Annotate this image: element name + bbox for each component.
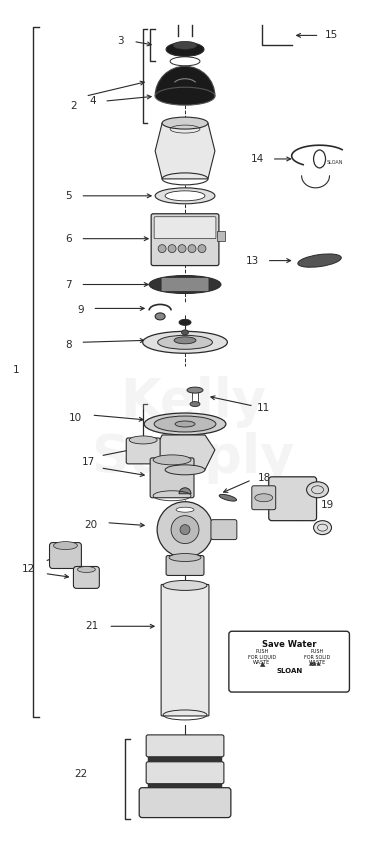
FancyBboxPatch shape (151, 213, 219, 265)
Text: 1: 1 (12, 366, 19, 375)
Text: 20: 20 (84, 519, 97, 530)
Text: SLOAN: SLOAN (277, 668, 303, 674)
Ellipse shape (155, 88, 215, 105)
Ellipse shape (77, 566, 95, 572)
Circle shape (180, 524, 190, 535)
Text: 5: 5 (65, 191, 72, 201)
Wedge shape (179, 488, 191, 494)
Ellipse shape (143, 332, 228, 354)
Text: 15: 15 (325, 31, 338, 41)
Text: 22: 22 (74, 768, 87, 779)
Ellipse shape (187, 387, 203, 393)
Ellipse shape (149, 275, 221, 293)
Ellipse shape (163, 581, 207, 591)
FancyBboxPatch shape (161, 278, 209, 292)
Text: 18: 18 (258, 473, 271, 483)
Text: PUSH
FOR SOLID
WASTE: PUSH FOR SOLID WASTE (305, 649, 330, 666)
Text: 6: 6 (65, 234, 72, 244)
FancyBboxPatch shape (146, 735, 224, 756)
Ellipse shape (219, 495, 236, 502)
Ellipse shape (166, 42, 204, 56)
Ellipse shape (182, 330, 188, 335)
FancyBboxPatch shape (150, 458, 194, 498)
Ellipse shape (169, 553, 201, 562)
Ellipse shape (190, 401, 200, 406)
Polygon shape (155, 435, 215, 470)
Text: 17: 17 (82, 456, 95, 467)
Text: 13: 13 (246, 256, 259, 265)
Text: 2: 2 (70, 101, 77, 111)
Ellipse shape (255, 494, 273, 502)
FancyBboxPatch shape (154, 217, 216, 239)
Circle shape (178, 245, 186, 252)
FancyBboxPatch shape (229, 632, 349, 692)
Ellipse shape (298, 254, 341, 267)
Ellipse shape (313, 150, 325, 168)
Ellipse shape (153, 455, 191, 465)
Ellipse shape (307, 482, 329, 498)
Ellipse shape (313, 521, 332, 535)
Text: 8: 8 (65, 340, 72, 350)
Circle shape (157, 502, 213, 558)
Text: 4: 4 (89, 96, 96, 106)
Bar (148, 784, 222, 789)
Text: PUSH
FOR LIQUID
WASTE: PUSH FOR LIQUID WASTE (248, 649, 276, 666)
Text: ▲▲▲: ▲▲▲ (309, 661, 322, 666)
Ellipse shape (144, 413, 226, 435)
Ellipse shape (179, 320, 191, 326)
FancyBboxPatch shape (139, 788, 231, 818)
Text: 21: 21 (86, 621, 99, 632)
Circle shape (188, 245, 196, 252)
Ellipse shape (154, 416, 216, 432)
FancyBboxPatch shape (166, 556, 204, 575)
Text: SLOAN: SLOAN (326, 161, 343, 166)
Text: 14: 14 (251, 154, 264, 164)
Ellipse shape (162, 117, 208, 129)
Ellipse shape (176, 507, 194, 513)
FancyBboxPatch shape (74, 566, 99, 588)
Text: 11: 11 (257, 403, 271, 413)
Ellipse shape (158, 335, 212, 349)
Circle shape (198, 245, 206, 252)
FancyBboxPatch shape (50, 542, 81, 569)
Ellipse shape (167, 505, 203, 515)
Ellipse shape (129, 436, 157, 444)
Ellipse shape (173, 42, 197, 49)
Text: 9: 9 (77, 305, 84, 315)
Text: Kelly
Supply: Kelly Supply (91, 376, 295, 484)
Ellipse shape (174, 337, 196, 343)
Ellipse shape (155, 313, 165, 320)
Ellipse shape (165, 191, 205, 201)
Ellipse shape (155, 188, 215, 204)
Text: 3: 3 (117, 37, 123, 47)
Bar (148, 756, 222, 762)
Ellipse shape (175, 421, 195, 427)
Text: 10: 10 (69, 413, 82, 423)
Bar (217, 230, 225, 241)
Ellipse shape (165, 465, 205, 475)
Text: Save Water: Save Water (262, 640, 317, 649)
Polygon shape (155, 123, 215, 178)
Text: 12: 12 (22, 564, 35, 575)
Text: 7: 7 (65, 280, 72, 290)
FancyBboxPatch shape (211, 519, 237, 540)
Text: 19: 19 (321, 500, 334, 510)
FancyBboxPatch shape (161, 585, 209, 716)
FancyBboxPatch shape (252, 486, 276, 510)
FancyBboxPatch shape (126, 438, 160, 464)
Ellipse shape (53, 541, 77, 550)
Circle shape (168, 245, 176, 252)
Circle shape (158, 245, 166, 252)
FancyBboxPatch shape (269, 477, 317, 521)
Text: ▲: ▲ (260, 661, 265, 667)
FancyBboxPatch shape (146, 762, 224, 784)
Wedge shape (155, 66, 215, 96)
Circle shape (171, 516, 199, 543)
Text: 16: 16 (335, 674, 348, 684)
